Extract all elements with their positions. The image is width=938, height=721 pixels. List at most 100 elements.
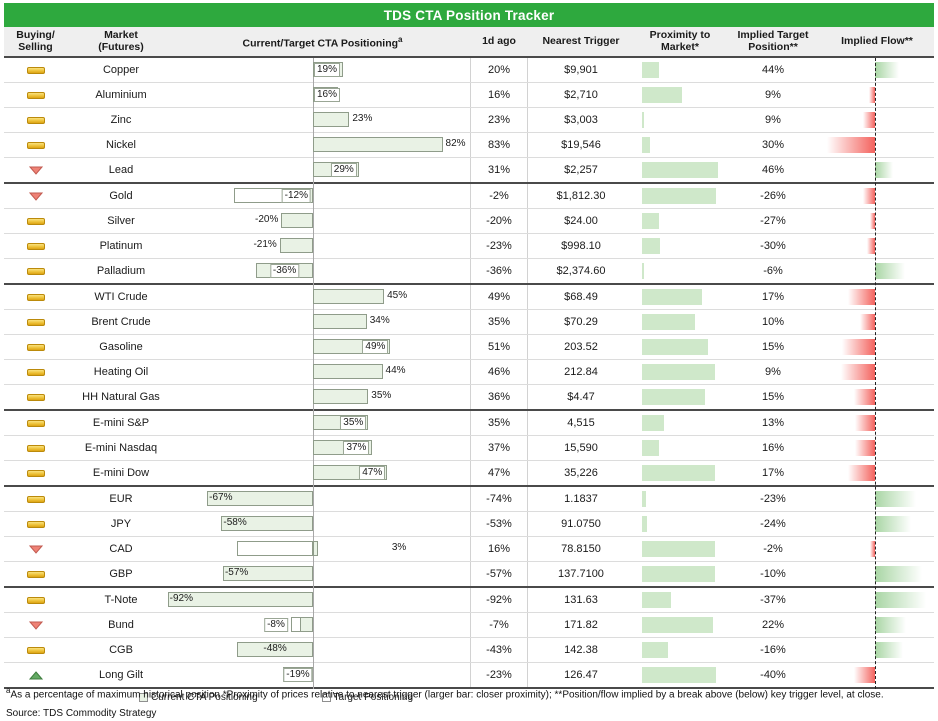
positioning-value-label: -21% [253, 239, 277, 250]
table-row: Brent Crude 34% 35% $70.29 10% [4, 310, 934, 335]
signal-cell [4, 436, 67, 460]
proximity-cell [634, 335, 726, 359]
table-row: JPY -58% -53% 91.0750 -24% [4, 512, 934, 537]
flat-signal-icon [26, 368, 45, 376]
market-name: Nickel [106, 139, 136, 151]
implied-flow-bar [855, 415, 875, 431]
positioning-cell: -57% [175, 562, 470, 586]
proximity-cell [634, 285, 726, 309]
table-row: E-mini Dow 47% 47% 35,226 17% [4, 461, 934, 487]
proximity-cell [634, 487, 726, 511]
proximity-bar [642, 642, 668, 658]
proximity-bar [642, 314, 695, 330]
implied-target-value: 10% [761, 316, 785, 328]
positioning-cell: -20% [175, 209, 470, 233]
nearest-trigger-value: $2,257 [564, 164, 598, 176]
sell-triangle-icon [28, 166, 43, 175]
current-positioning-bar [313, 389, 369, 404]
market-name: Gold [109, 190, 133, 202]
proximity-cell [634, 385, 726, 409]
signal-cell [4, 638, 67, 662]
table-row: EUR -67% -74% 1.1837 -23% [4, 487, 934, 512]
implied-flow-cell [820, 209, 934, 233]
signal-cell [4, 360, 67, 384]
market-name: E-mini S&P [92, 417, 150, 429]
signal-cell [4, 411, 67, 435]
implied-target-value: -23% [760, 493, 786, 505]
nearest-trigger-value: 171.82 [564, 619, 598, 631]
implied-target-value: 9% [765, 114, 781, 126]
positioning-cell: 23% [175, 108, 470, 132]
current-positioning-bar [313, 541, 318, 556]
proximity-cell [634, 537, 726, 561]
proximity-cell [634, 310, 726, 334]
implied-flow-bar [863, 112, 875, 128]
implied-flow-bar [875, 62, 899, 78]
market-name: WTI Crude [94, 291, 148, 303]
proximity-cell [634, 613, 726, 637]
table-row: E-mini S&P 35% 35% 4,515 13% [4, 411, 934, 436]
positioning-value-label: -20% [255, 214, 279, 225]
one-day-ago-value: -92% [470, 588, 528, 612]
proximity-bar [642, 339, 708, 355]
nearest-trigger-value: 203.52 [564, 341, 598, 353]
positioning-value-label: 19% [314, 62, 341, 77]
nearest-trigger-value: 212.84 [564, 366, 598, 378]
implied-flow-bar [875, 263, 905, 279]
legend-item-target: Target Positioning [321, 692, 413, 703]
flat-signal-icon [26, 469, 45, 477]
signal-cell [4, 385, 67, 409]
market-name: JPY [110, 518, 132, 530]
positioning-cell: 45% [175, 285, 470, 309]
flat-signal-icon [26, 267, 45, 275]
positioning-value-label: 82% [445, 138, 466, 149]
implied-flow-bar [867, 238, 875, 254]
proximity-cell [634, 360, 726, 384]
implied-flow-cell [820, 613, 934, 637]
proximity-cell [634, 512, 726, 536]
nearest-trigger-value: 15,590 [564, 442, 598, 454]
col-header-positioning: Current/Target CTA Positioninga [242, 34, 403, 49]
proximity-cell [634, 83, 726, 107]
proximity-bar [642, 162, 718, 178]
positioning-value-label: 49% [362, 339, 389, 354]
flat-signal-icon [26, 343, 45, 351]
signal-cell [4, 234, 67, 258]
nearest-trigger-value: 1.1837 [564, 493, 598, 505]
implied-flow-cell [820, 411, 934, 435]
one-day-ago-value: -2% [470, 184, 528, 208]
positioning-value-label: -92% [169, 593, 193, 604]
one-day-ago-value: -43% [470, 638, 528, 662]
implied-target-value: -40% [760, 669, 786, 681]
implied-target-value: -37% [760, 594, 786, 606]
signal-cell [4, 285, 67, 309]
proximity-bar [642, 213, 659, 229]
nearest-trigger-value: 4,515 [567, 417, 595, 429]
col-header-buying-selling: Buying/ Selling [16, 29, 55, 53]
current-positioning-bar [222, 566, 313, 581]
proximity-cell [634, 436, 726, 460]
positioning-cell: -12% [175, 184, 470, 208]
signal-cell [4, 487, 67, 511]
implied-flow-bar [841, 364, 875, 380]
implied-flow-zero-axis [875, 58, 876, 689]
implied-target-value: 44% [761, 64, 785, 76]
table-header: Buying/ Selling Market (Futures) Current… [4, 27, 934, 58]
implied-flow-bar [848, 465, 875, 481]
one-day-ago-value: 35% [470, 310, 528, 334]
sell-triangle-icon [28, 545, 43, 554]
implied-target-value: -26% [760, 190, 786, 202]
positioning-value-label: 35% [371, 390, 392, 401]
table-row: Silver -20% -20% $24.00 -27% [4, 209, 934, 234]
positioning-value-label: -57% [224, 567, 249, 578]
col-header-implied-target: Implied Target Position** [737, 29, 809, 53]
implied-flow-bar [875, 162, 893, 178]
implied-flow-cell [820, 360, 934, 384]
chart-legend: Current CTA Positioning Target Positioni… [4, 689, 934, 706]
nearest-trigger-value: $70.29 [564, 316, 598, 328]
implied-target-value: -16% [760, 644, 786, 656]
implied-flow-cell [820, 234, 934, 258]
table-row: Heating Oil 44% 46% 212.84 9% [4, 360, 934, 385]
positioning-cell: 47% [175, 461, 470, 485]
positioning-value-label: 45% [387, 290, 408, 301]
